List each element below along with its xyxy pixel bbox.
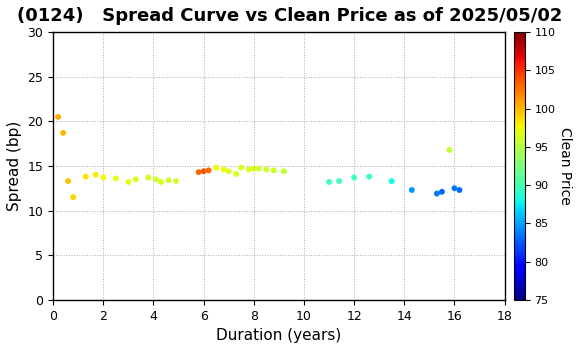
Point <box>249 166 259 172</box>
Point <box>144 175 153 180</box>
Point <box>212 165 221 170</box>
Point <box>387 178 396 184</box>
Point <box>407 187 416 193</box>
Point <box>262 167 271 172</box>
Point <box>81 174 90 180</box>
Point <box>244 167 253 172</box>
Point <box>437 189 447 195</box>
Point <box>164 177 173 183</box>
Point <box>91 172 100 178</box>
Point <box>199 168 208 174</box>
Point <box>324 179 334 185</box>
Point <box>335 178 344 184</box>
Point <box>194 169 203 175</box>
Point <box>68 194 78 200</box>
Point <box>231 171 241 177</box>
X-axis label: Duration (years): Duration (years) <box>216 328 342 343</box>
Point <box>124 179 133 185</box>
Y-axis label: Spread (bp): Spread (bp) <box>7 121 22 211</box>
Point <box>455 187 464 193</box>
Point <box>53 114 63 120</box>
Point <box>350 175 359 180</box>
Point <box>63 178 72 184</box>
Point <box>445 147 454 153</box>
Y-axis label: Clean Price: Clean Price <box>558 127 572 205</box>
Point <box>279 168 288 174</box>
Point <box>432 191 441 196</box>
Point <box>224 168 233 174</box>
Point <box>111 176 121 181</box>
Point <box>237 165 246 170</box>
Point <box>99 175 108 180</box>
Point <box>157 179 166 185</box>
Point <box>219 167 229 172</box>
Point <box>171 178 180 184</box>
Point <box>364 174 374 180</box>
Point <box>254 166 263 172</box>
Point <box>450 186 459 191</box>
Point <box>204 168 213 173</box>
Text: (0124)   Spread Curve vs Clean Price as of 2025/05/02: (0124) Spread Curve vs Clean Price as of… <box>17 7 563 25</box>
Point <box>269 168 278 173</box>
Point <box>151 176 161 182</box>
Point <box>131 176 140 182</box>
Point <box>59 130 68 136</box>
